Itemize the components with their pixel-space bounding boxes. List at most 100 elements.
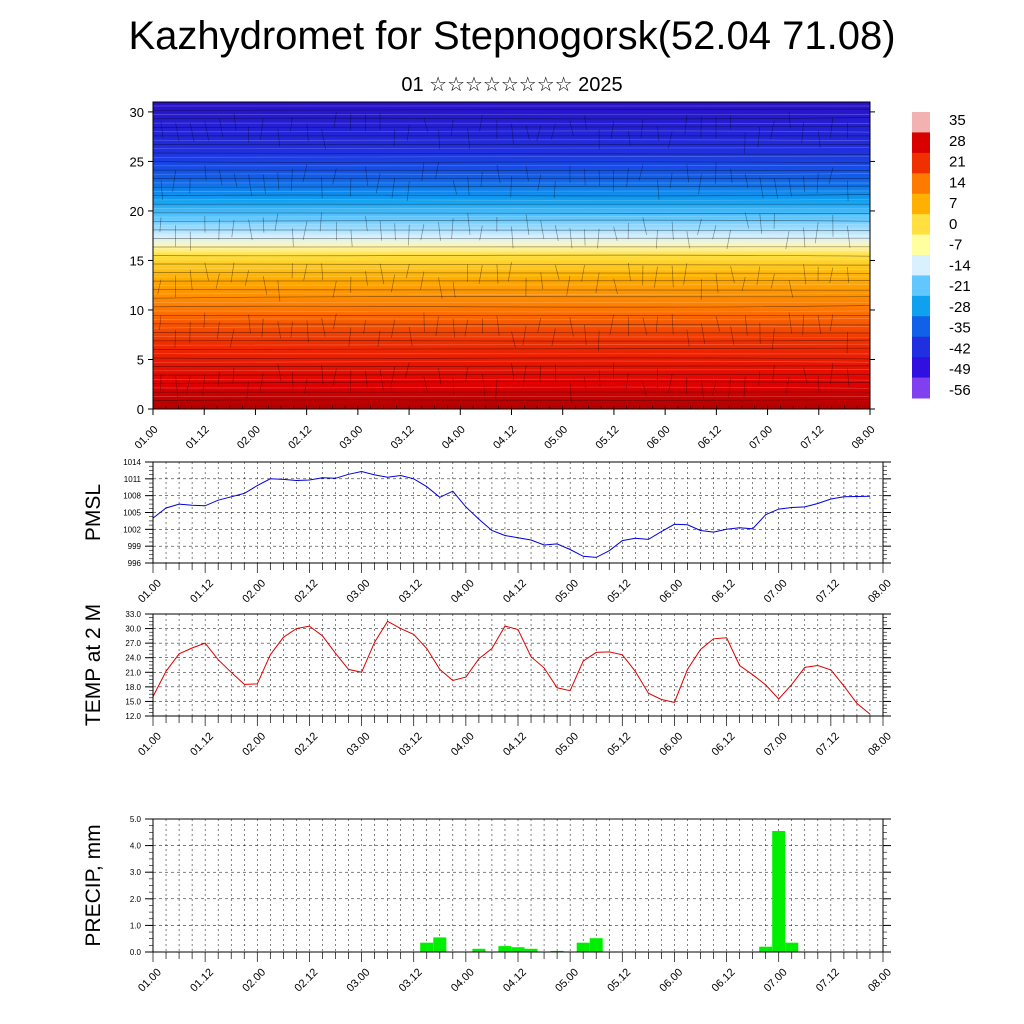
x-tick-label: 03.12 — [389, 424, 417, 452]
wind-vector — [554, 364, 557, 384]
colorbar-swatch — [912, 336, 930, 358]
wind-vector — [511, 123, 514, 145]
x-tick-label: 07.00 — [747, 424, 775, 452]
x-tick-label: 01.12 — [188, 966, 216, 994]
wind-vector — [467, 176, 470, 196]
wind-vector — [847, 226, 851, 248]
y-tick-label: 996 — [128, 559, 142, 568]
x-tick-label: 02.00 — [235, 424, 263, 452]
wind-vector — [829, 267, 834, 284]
x-tick-label: 02.12 — [292, 966, 320, 994]
wind-vector — [803, 367, 808, 384]
wind-vector — [525, 166, 529, 182]
wind-vector — [303, 263, 308, 281]
wind-vector — [306, 320, 309, 343]
x-tick-label: 08.00 — [850, 424, 878, 452]
wind-vector — [537, 174, 542, 191]
wind-vector — [452, 281, 456, 298]
y-tick-label: 15.0 — [125, 697, 141, 706]
wind-vector — [495, 379, 498, 399]
wind-vector — [640, 119, 644, 139]
colorbar-swatch — [912, 214, 930, 236]
series-line — [152, 470, 871, 558]
wind-vector — [627, 130, 631, 146]
wind-vector — [667, 131, 673, 149]
wind-vector — [511, 226, 514, 249]
wind-vector — [274, 213, 279, 231]
y-tick-label: 1011 — [124, 475, 142, 484]
page-subtitle: 01 ☆☆☆☆☆☆☆☆ 2025 — [401, 74, 623, 96]
wind-vector — [467, 128, 471, 149]
wind-vector — [496, 164, 501, 184]
wind-vector — [481, 374, 486, 396]
wind-vector — [350, 229, 353, 247]
wind-vector — [655, 316, 658, 333]
wind-vector — [686, 164, 689, 183]
precip-bar — [433, 937, 447, 952]
wind-vector — [186, 376, 191, 394]
wind-vector — [511, 363, 515, 380]
x-tick-label: 06.00 — [657, 577, 685, 605]
wind-vector — [479, 225, 483, 241]
streamline — [152, 219, 871, 222]
wind-vector — [215, 273, 220, 289]
streamline — [152, 117, 871, 120]
page-title: Kazhydromet for Stepnogorsk(52.04 71.08) — [128, 14, 896, 58]
pmsl-panel: 1014 1011 1008 1005 1002 999 996 01.00 01.12 02.0… — [82, 458, 894, 605]
wind-vector — [540, 220, 545, 240]
wind-vector — [642, 217, 647, 236]
x-tick-label: 02.00 — [240, 730, 268, 758]
x-tick-label: 03.00 — [337, 424, 365, 452]
wind-vector — [365, 166, 369, 187]
wind-vector — [189, 122, 195, 143]
x-tick-label: 05.00 — [553, 577, 581, 605]
wind-vector — [232, 367, 235, 384]
x-tick-label: 05.12 — [605, 730, 633, 758]
wind-vector — [669, 172, 673, 189]
x-tick-label: 07.00 — [762, 730, 790, 758]
wind-vector — [785, 377, 790, 394]
wind-vector — [391, 274, 396, 293]
wind-vector — [452, 180, 458, 195]
wind-vector — [160, 373, 162, 392]
wind-vector — [217, 372, 220, 387]
wind-vector — [829, 314, 834, 331]
colorbar-label: -49 — [949, 361, 971, 378]
wind-vector — [160, 180, 164, 200]
x-tick-label: 01.12 — [188, 577, 216, 605]
wind-vector — [420, 224, 425, 241]
precip-bar — [550, 950, 564, 952]
wind-vector — [248, 219, 253, 241]
wind-vector — [391, 319, 396, 338]
wind-vector — [174, 329, 176, 348]
wind-vector — [277, 172, 280, 190]
y-tick-label: 999 — [128, 542, 142, 551]
wind-vector — [332, 168, 337, 185]
wind-vector — [302, 163, 308, 182]
y-tick-label: 1005 — [123, 509, 141, 518]
wind-vector — [438, 367, 442, 385]
wind-vector — [770, 120, 775, 140]
x-tick-label: 02.12 — [292, 730, 320, 758]
x-tick-label: 06.00 — [657, 730, 685, 758]
wind-vector — [638, 164, 644, 181]
wind-vector — [829, 363, 834, 385]
streamline — [152, 398, 871, 402]
wind-vector — [730, 168, 733, 184]
wind-vector — [379, 263, 385, 285]
wind-vector — [771, 328, 775, 350]
wind-vector — [452, 318, 456, 338]
y-tick-label: 0.0 — [130, 948, 142, 957]
streamline — [152, 310, 871, 313]
wind-vector — [728, 378, 731, 398]
wind-vector — [697, 218, 702, 236]
x-tick-label: 04.00 — [449, 966, 477, 994]
colorbar-swatch — [912, 255, 930, 276]
streamline — [152, 378, 871, 381]
wind-vector — [277, 363, 282, 381]
colorbar-label: -35 — [949, 320, 971, 337]
streamline — [152, 233, 871, 236]
x-tick-label: 07.00 — [762, 966, 790, 994]
wind-vector — [159, 315, 162, 331]
wind-vector — [801, 122, 804, 144]
